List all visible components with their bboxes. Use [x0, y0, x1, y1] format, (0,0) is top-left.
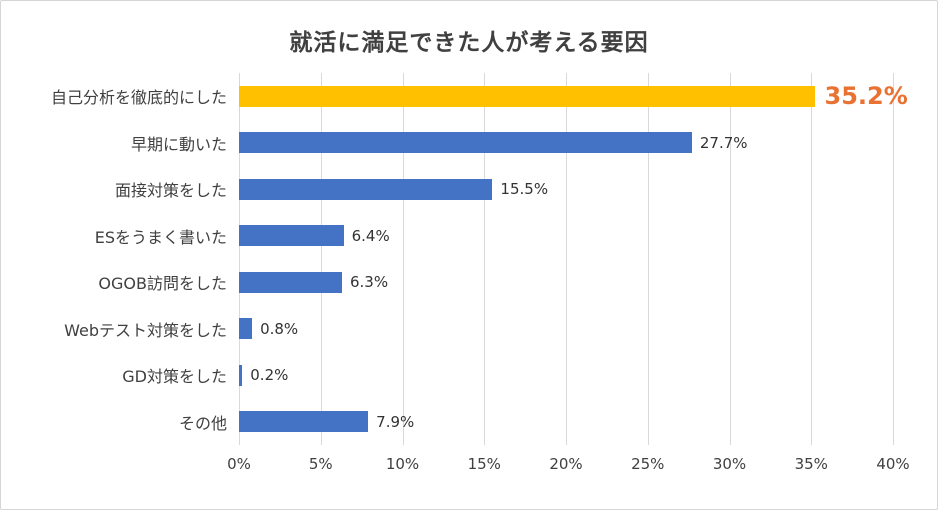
- category-axis: 自己分析を徹底的にした早期に動いた面接対策をした ESをうまく書いた OGOB訪問を…: [11, 73, 239, 445]
- bar-row: 0.2%: [239, 352, 893, 399]
- bar-row: 0.8%: [239, 306, 893, 353]
- bar-row: 6.3%: [239, 259, 893, 306]
- category-label: 面接対策をした: [114, 181, 227, 201]
- category-label: ESをうまく書いた: [94, 227, 227, 247]
- category-label: Webテスト対策をした: [64, 320, 227, 340]
- bar: [239, 225, 344, 247]
- gridline: [320, 73, 322, 445]
- x-tick-label: 35%: [794, 455, 828, 473]
- bar-row: 27.7%: [239, 120, 893, 167]
- bar: [239, 411, 369, 433]
- gridline: [402, 73, 404, 445]
- value-label: 0.8%: [260, 319, 299, 338]
- chart-body: 自己分析を徹底的にした早期に動いた面接対策をした ESをうまく書いた OGOB訪問を…: [11, 73, 910, 479]
- value-label: 7.9%: [376, 412, 415, 431]
- bars-container: 35.2% 27.7% 15.5% 6.4% 6.3% 0.8% 0.2% 7.9%: [239, 73, 908, 446]
- category-label: その他: [178, 413, 227, 433]
- gridline: [239, 73, 240, 445]
- x-tick-label: 25%: [631, 455, 665, 473]
- category-label: OGOB訪問をした: [98, 274, 227, 294]
- value-label: 6.3%: [350, 273, 389, 292]
- bar-row: 15.5%: [239, 166, 893, 213]
- x-tick-label: 30%: [712, 455, 747, 473]
- gridline: [647, 73, 649, 445]
- x-axis: 0% 5% 10% 15% 20% 25% 30% 35% 40%: [227, 445, 910, 479]
- bar: [239, 132, 692, 154]
- gridline: [729, 73, 731, 445]
- value-label: 27.7%: [699, 133, 748, 152]
- category-label: 早期に動いた: [130, 134, 227, 154]
- gridline: [484, 73, 486, 445]
- bar: [239, 318, 253, 340]
- x-tick-label: 0%: [227, 455, 251, 473]
- gridline: [893, 73, 894, 445]
- value-label: 35.2%: [824, 82, 908, 111]
- bar: [239, 364, 243, 386]
- plot-area: 35.2% 27.7% 15.5% 6.4% 6.3% 0.8% 0.2% 7.9%: [239, 73, 908, 446]
- category-label: 自己分析を徹底的にした: [50, 88, 227, 108]
- bar: [239, 271, 342, 293]
- x-tick-label: 15%: [467, 455, 501, 473]
- x-tick-label: 40%: [876, 455, 910, 473]
- value-label: 0.2%: [250, 366, 289, 385]
- x-tick-label: 5%: [308, 455, 333, 473]
- chart-title: 就活に満足できた人が考える要因: [289, 30, 649, 56]
- bar-row: 6.4%: [239, 213, 893, 260]
- gridline: [566, 73, 567, 445]
- bar: [239, 85, 815, 107]
- bar: [239, 178, 493, 200]
- x-tick-label: 10%: [385, 455, 420, 473]
- value-label: 6.4%: [351, 226, 390, 245]
- category-label: GD対策をした: [122, 367, 227, 387]
- bar-row: 7.9%: [239, 399, 893, 446]
- gridline: [811, 73, 813, 445]
- value-label: 15.5%: [500, 180, 549, 199]
- gridlines: [239, 73, 894, 445]
- x-tick-label: 20%: [549, 455, 583, 473]
- bar-row: 35.2%: [239, 73, 908, 120]
